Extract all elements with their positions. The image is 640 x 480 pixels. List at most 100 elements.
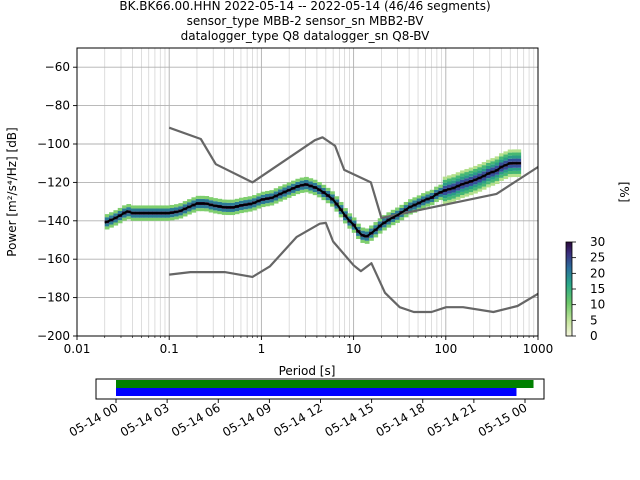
density-cell	[434, 195, 439, 199]
density-cell	[455, 178, 461, 182]
density-cell	[481, 177, 487, 181]
density-cell	[330, 203, 335, 207]
density-cell	[481, 183, 487, 187]
density-cell	[481, 162, 487, 166]
density-cell	[468, 185, 474, 190]
density-cell	[477, 179, 483, 183]
density-cell	[304, 176, 309, 180]
density-cell	[299, 186, 305, 190]
density-cell	[464, 184, 470, 188]
x-tick-label: 0.01	[64, 342, 91, 356]
density-cell	[343, 217, 348, 221]
density-cell	[442, 182, 448, 186]
density-cell	[516, 152, 522, 156]
density-cell	[416, 198, 422, 202]
density-cell	[325, 197, 331, 201]
density-cell	[512, 170, 517, 174]
density-cell	[494, 162, 500, 166]
colorbar-tick-label: 15	[590, 282, 605, 296]
density-cell	[165, 208, 171, 212]
density-cell	[373, 234, 379, 238]
density-cell	[304, 179, 309, 184]
density-cell	[252, 204, 257, 208]
density-cell	[507, 155, 513, 159]
density-cell	[486, 165, 491, 170]
density-cell	[503, 166, 509, 170]
density-cell	[217, 211, 223, 215]
density-cell	[356, 226, 361, 230]
density-cell	[499, 162, 504, 166]
density-cell	[442, 176, 448, 180]
y-tick-label: −100	[37, 137, 70, 151]
density-cell	[204, 208, 210, 212]
density-cell	[308, 190, 314, 194]
density-cell	[304, 189, 309, 193]
density-cell	[299, 180, 305, 184]
density-cell	[135, 217, 140, 221]
density-cell	[200, 208, 205, 212]
density-cell	[126, 216, 132, 220]
density-cell	[321, 184, 327, 188]
density-cell	[117, 210, 123, 215]
density-cell	[395, 219, 400, 223]
density-cell	[429, 202, 435, 206]
density-cell	[135, 208, 140, 212]
colorbar-tick-label: 5	[590, 313, 598, 327]
density-cell	[455, 181, 461, 185]
density-cell	[312, 182, 318, 186]
density-cell	[421, 196, 426, 200]
density-cell	[273, 191, 279, 195]
density-cell	[468, 167, 474, 171]
density-cell	[451, 192, 457, 196]
density-cell	[156, 208, 162, 212]
density-cell	[373, 225, 379, 229]
density-cell	[169, 208, 175, 212]
density-cell	[330, 194, 335, 198]
density-cell	[468, 176, 474, 180]
density-cell	[148, 205, 153, 209]
density-cell	[460, 188, 465, 192]
density-cell	[117, 220, 123, 224]
density-cell	[481, 165, 487, 169]
density-cell	[490, 176, 496, 180]
density-cell	[460, 170, 465, 174]
density-cell	[239, 200, 244, 204]
density-cell	[451, 198, 457, 202]
colorbar-tick-label: 10	[590, 298, 605, 312]
colorbar-tick-label: 0	[590, 329, 598, 343]
density-cell	[490, 179, 496, 183]
density-cell	[256, 202, 262, 206]
density-cell	[295, 181, 301, 185]
density-cell	[269, 199, 275, 203]
density-cell	[421, 205, 426, 209]
density-cell	[161, 217, 166, 221]
density-cell	[399, 204, 405, 208]
density-cell	[503, 175, 509, 180]
density-cell	[217, 201, 223, 205]
density-cell	[130, 217, 136, 221]
density-cell	[460, 176, 465, 180]
density-cell	[507, 164, 513, 168]
density-cell	[243, 200, 249, 204]
density-cell	[464, 172, 470, 176]
density-cell	[278, 198, 283, 202]
density-cell	[499, 153, 504, 157]
density-cell	[174, 204, 179, 208]
density-cell	[512, 173, 517, 178]
density-cell	[464, 187, 470, 191]
density-cell	[490, 167, 496, 171]
density-cell	[455, 187, 461, 191]
density-cell	[499, 168, 504, 172]
density-cell	[473, 181, 478, 185]
density-cell	[477, 167, 483, 171]
density-cell	[507, 171, 513, 175]
density-cell	[299, 189, 305, 193]
density-cell	[403, 201, 409, 206]
density-cell	[473, 172, 478, 176]
density-cell	[308, 187, 314, 191]
density-cell	[217, 198, 223, 202]
density-cell	[208, 206, 214, 210]
chart-title-line-3: datalogger_type Q8 datalogger_sn Q8-BV	[181, 29, 431, 43]
density-cell	[486, 175, 491, 179]
